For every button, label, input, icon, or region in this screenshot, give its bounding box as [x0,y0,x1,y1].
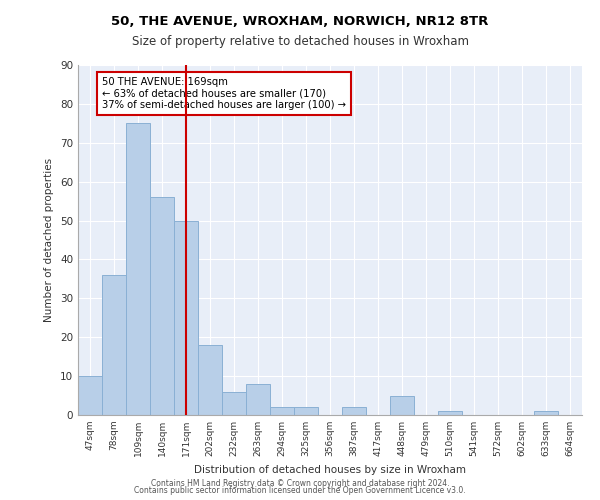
Bar [126,124,150,415]
Bar [270,407,294,415]
Text: 50 THE AVENUE: 169sqm
← 63% of detached houses are smaller (170)
37% of semi-det: 50 THE AVENUE: 169sqm ← 63% of detached … [102,76,346,110]
Bar [246,384,270,415]
Text: Size of property relative to detached houses in Wroxham: Size of property relative to detached ho… [131,35,469,48]
Bar [174,220,198,415]
X-axis label: Distribution of detached houses by size in Wroxham: Distribution of detached houses by size … [194,464,466,474]
Bar [150,197,174,415]
Bar [198,345,222,415]
Text: Contains public sector information licensed under the Open Government Licence v3: Contains public sector information licen… [134,486,466,495]
Bar [294,407,318,415]
Text: 50, THE AVENUE, WROXHAM, NORWICH, NR12 8TR: 50, THE AVENUE, WROXHAM, NORWICH, NR12 8… [112,15,488,28]
Y-axis label: Number of detached properties: Number of detached properties [44,158,55,322]
Text: Contains HM Land Registry data © Crown copyright and database right 2024.: Contains HM Land Registry data © Crown c… [151,478,449,488]
Bar [342,407,366,415]
Bar [222,392,246,415]
Bar [438,411,462,415]
Bar [534,411,558,415]
Bar [78,376,102,415]
Bar [390,396,414,415]
Bar [102,275,126,415]
